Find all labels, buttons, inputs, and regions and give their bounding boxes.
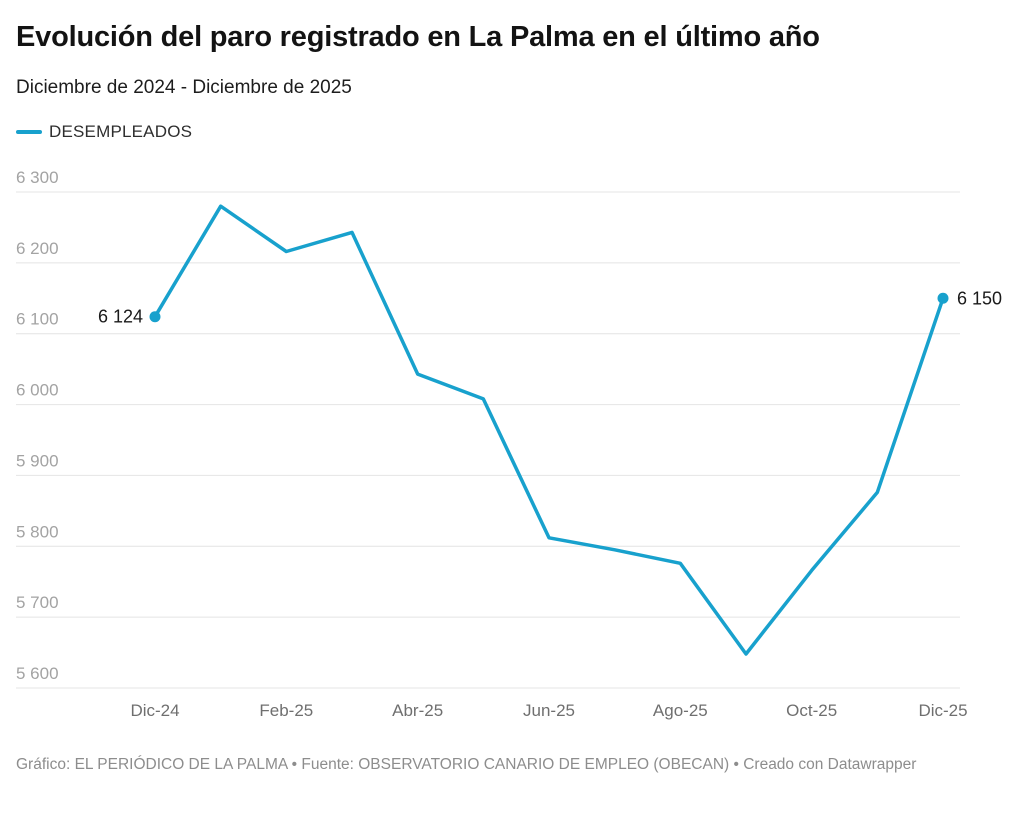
x-tick-label: Abr-25 — [392, 701, 443, 720]
legend-line-swatch-icon — [16, 130, 42, 134]
x-tick-label: Dic-25 — [918, 701, 967, 720]
x-tick-label: Oct-25 — [786, 701, 837, 720]
legend: DESEMPLEADOS — [16, 122, 192, 142]
y-tick-label: 6 200 — [16, 239, 59, 258]
attribution-text: Gráfico: EL PERIÓDICO DE LA PALMA • Fuen… — [16, 756, 917, 773]
x-tick-label: Dic-24 — [130, 701, 179, 720]
y-tick-label: 5 600 — [16, 664, 59, 683]
y-tick-label: 6 000 — [16, 381, 59, 400]
x-tick-label: Feb-25 — [259, 701, 313, 720]
x-tick-label: Ago-25 — [653, 701, 708, 720]
chart-subtitle: Diciembre de 2024 - Diciembre de 2025 — [16, 77, 352, 98]
line-chart: 6 300 6 200 6 100 6 000 5 900 5 800 5 700 5 600… — [16, 168, 1002, 720]
data-point — [937, 292, 949, 304]
x-tick-label: Jun-25 — [523, 701, 575, 720]
y-tick-label: 5 700 — [16, 593, 59, 612]
y-tick-label: 6 100 — [16, 310, 59, 329]
y-tick-label: 5 800 — [16, 522, 59, 541]
data-point-label: 6 124 — [98, 307, 143, 327]
y-tick-label: 6 300 — [16, 168, 59, 187]
legend-series-label: DESEMPLEADOS — [49, 122, 193, 141]
data-point — [149, 311, 161, 323]
chart-title: Evolución del paro registrado en La Palm… — [16, 21, 820, 53]
data-point-label: 6 150 — [957, 288, 1002, 308]
trend-line — [153, 204, 945, 656]
y-tick-label: 5 900 — [16, 451, 59, 470]
